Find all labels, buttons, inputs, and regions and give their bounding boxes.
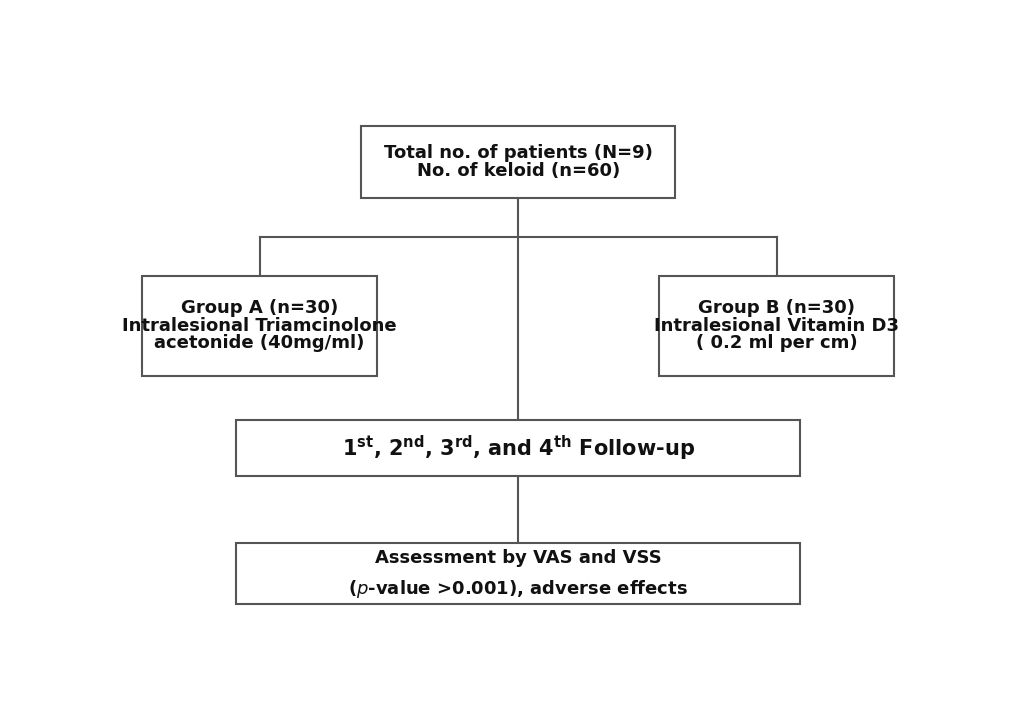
Text: No. of keloid (n=60): No. of keloid (n=60) — [417, 162, 620, 180]
Text: Intralesional Vitamin D3: Intralesional Vitamin D3 — [654, 317, 899, 335]
Text: acetonide (40mg/ml): acetonide (40mg/ml) — [155, 334, 365, 352]
Text: Group A (n=30): Group A (n=30) — [181, 299, 339, 317]
FancyBboxPatch shape — [236, 542, 801, 604]
FancyBboxPatch shape — [659, 276, 894, 375]
Text: ($\it{p}$-value >0.001), adverse effects: ($\it{p}$-value >0.001), adverse effects — [348, 578, 688, 600]
FancyBboxPatch shape — [142, 276, 377, 375]
Text: Assessment by VAS and VSS: Assessment by VAS and VSS — [375, 549, 661, 567]
Text: 1$^{\mathbf{st}}$, 2$^{\mathbf{nd}}$, 3$^{\mathbf{rd}}$, and 4$^{\mathbf{th}}$ F: 1$^{\mathbf{st}}$, 2$^{\mathbf{nd}}$, 3$… — [342, 433, 695, 463]
Text: ( 0.2 ml per cm): ( 0.2 ml per cm) — [696, 334, 857, 352]
Text: Group B (n=30): Group B (n=30) — [699, 299, 855, 317]
Text: Total no. of patients (N=9): Total no. of patients (N=9) — [384, 144, 652, 162]
FancyBboxPatch shape — [362, 126, 675, 198]
FancyBboxPatch shape — [236, 420, 801, 476]
Text: Intralesional Triamcinolone: Intralesional Triamcinolone — [122, 317, 397, 335]
